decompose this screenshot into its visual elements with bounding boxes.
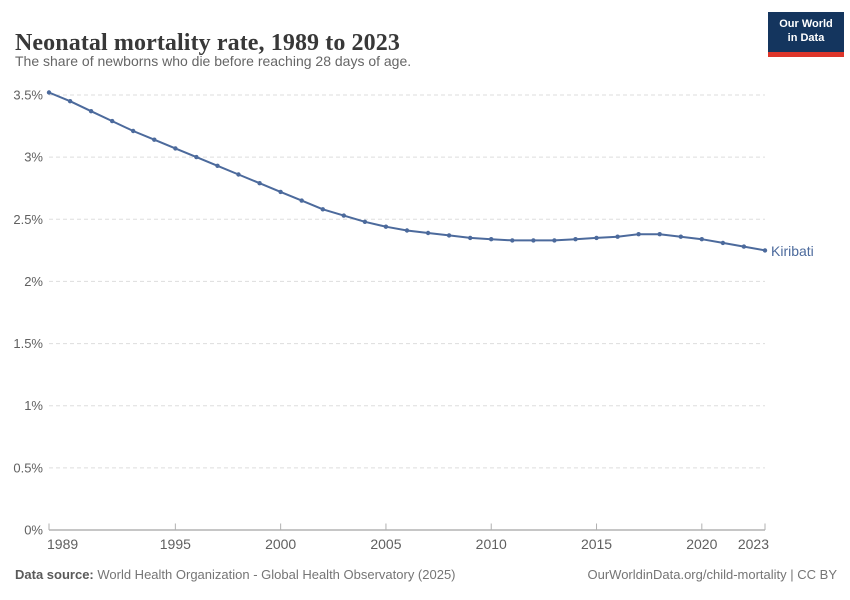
data-point[interactable]: [657, 232, 662, 237]
data-point[interactable]: [131, 128, 136, 134]
data-point[interactable]: [215, 163, 220, 168]
x-tick-label: 1995: [160, 536, 191, 552]
y-tick-label: 0%: [24, 523, 43, 538]
owid-logo-line1: Our World: [779, 18, 833, 31]
data-point[interactable]: [720, 240, 726, 246]
data-point[interactable]: [468, 235, 473, 241]
data-point[interactable]: [46, 90, 52, 95]
data-point[interactable]: [699, 237, 704, 242]
chart-footer: Data source: World Health Organization -…: [15, 567, 837, 582]
data-point[interactable]: [362, 219, 368, 224]
x-tick-label: 2023: [738, 536, 769, 552]
y-tick-label: 1.5%: [13, 336, 43, 351]
owid-url-license[interactable]: OurWorldinData.org/child-mortality | CC …: [587, 567, 838, 582]
y-tick-label: 3.5%: [13, 88, 43, 103]
data-point[interactable]: [678, 234, 683, 239]
data-point[interactable]: [278, 189, 283, 195]
data-point[interactable]: [404, 228, 410, 233]
y-tick-label: 2%: [24, 274, 43, 289]
owid-logo-text: Our World in Data: [768, 12, 844, 52]
data-point[interactable]: [489, 237, 494, 242]
data-point[interactable]: [383, 224, 389, 229]
data-point[interactable]: [446, 233, 452, 238]
trend-line-kiribati[interactable]: [48, 91, 766, 252]
data-point[interactable]: [194, 154, 199, 160]
y-tick-label: 0.5%: [13, 460, 43, 475]
data-point[interactable]: [299, 198, 304, 203]
data-point[interactable]: [615, 234, 620, 239]
data-point[interactable]: [257, 181, 262, 186]
chart-subtitle: The share of newborns who die before rea…: [15, 53, 412, 69]
data-source-text: World Health Organization - Global Healt…: [93, 567, 456, 582]
x-tick-label: 2000: [265, 536, 296, 552]
y-tick-label: 2.5%: [13, 212, 43, 227]
data-point[interactable]: [741, 244, 747, 249]
data-point[interactable]: [552, 238, 557, 243]
data-point[interactable]: [573, 237, 578, 242]
owid-logo-line2: in Data: [787, 32, 825, 44]
data-point[interactable]: [173, 146, 178, 151]
data-point[interactable]: [594, 235, 599, 241]
x-tick-label: 2020: [686, 536, 717, 552]
data-point[interactable]: [636, 232, 641, 237]
owid-logo[interactable]: Our World in Data: [768, 12, 844, 57]
data-point[interactable]: [236, 172, 241, 177]
data-point[interactable]: [531, 238, 536, 243]
owid-logo-red-bar: [768, 52, 844, 57]
x-tick-label: 2015: [581, 536, 612, 552]
data-point[interactable]: [110, 118, 115, 124]
data-point[interactable]: [67, 99, 73, 104]
page-title: Neonatal mortality rate, 1989 to 2023: [15, 30, 400, 57]
data-point[interactable]: [425, 230, 431, 236]
data-point[interactable]: [510, 238, 515, 243]
x-tick-label: 2005: [370, 536, 401, 552]
data-source-note: Data source: World Health Organization -…: [15, 567, 456, 582]
data-point[interactable]: [320, 207, 325, 212]
x-tick-label: 2010: [476, 536, 507, 552]
entity-label-kiribati[interactable]: Kiribati: [771, 243, 814, 259]
data-point[interactable]: [88, 109, 94, 114]
data-point[interactable]: [341, 213, 346, 218]
x-tick-label: 1989: [47, 536, 78, 552]
data-point[interactable]: [762, 248, 768, 253]
y-tick-label: 1%: [24, 398, 43, 413]
data-point[interactable]: [152, 137, 157, 142]
data-source-label: Data source:: [15, 567, 94, 582]
y-tick-label: 3%: [24, 150, 43, 165]
